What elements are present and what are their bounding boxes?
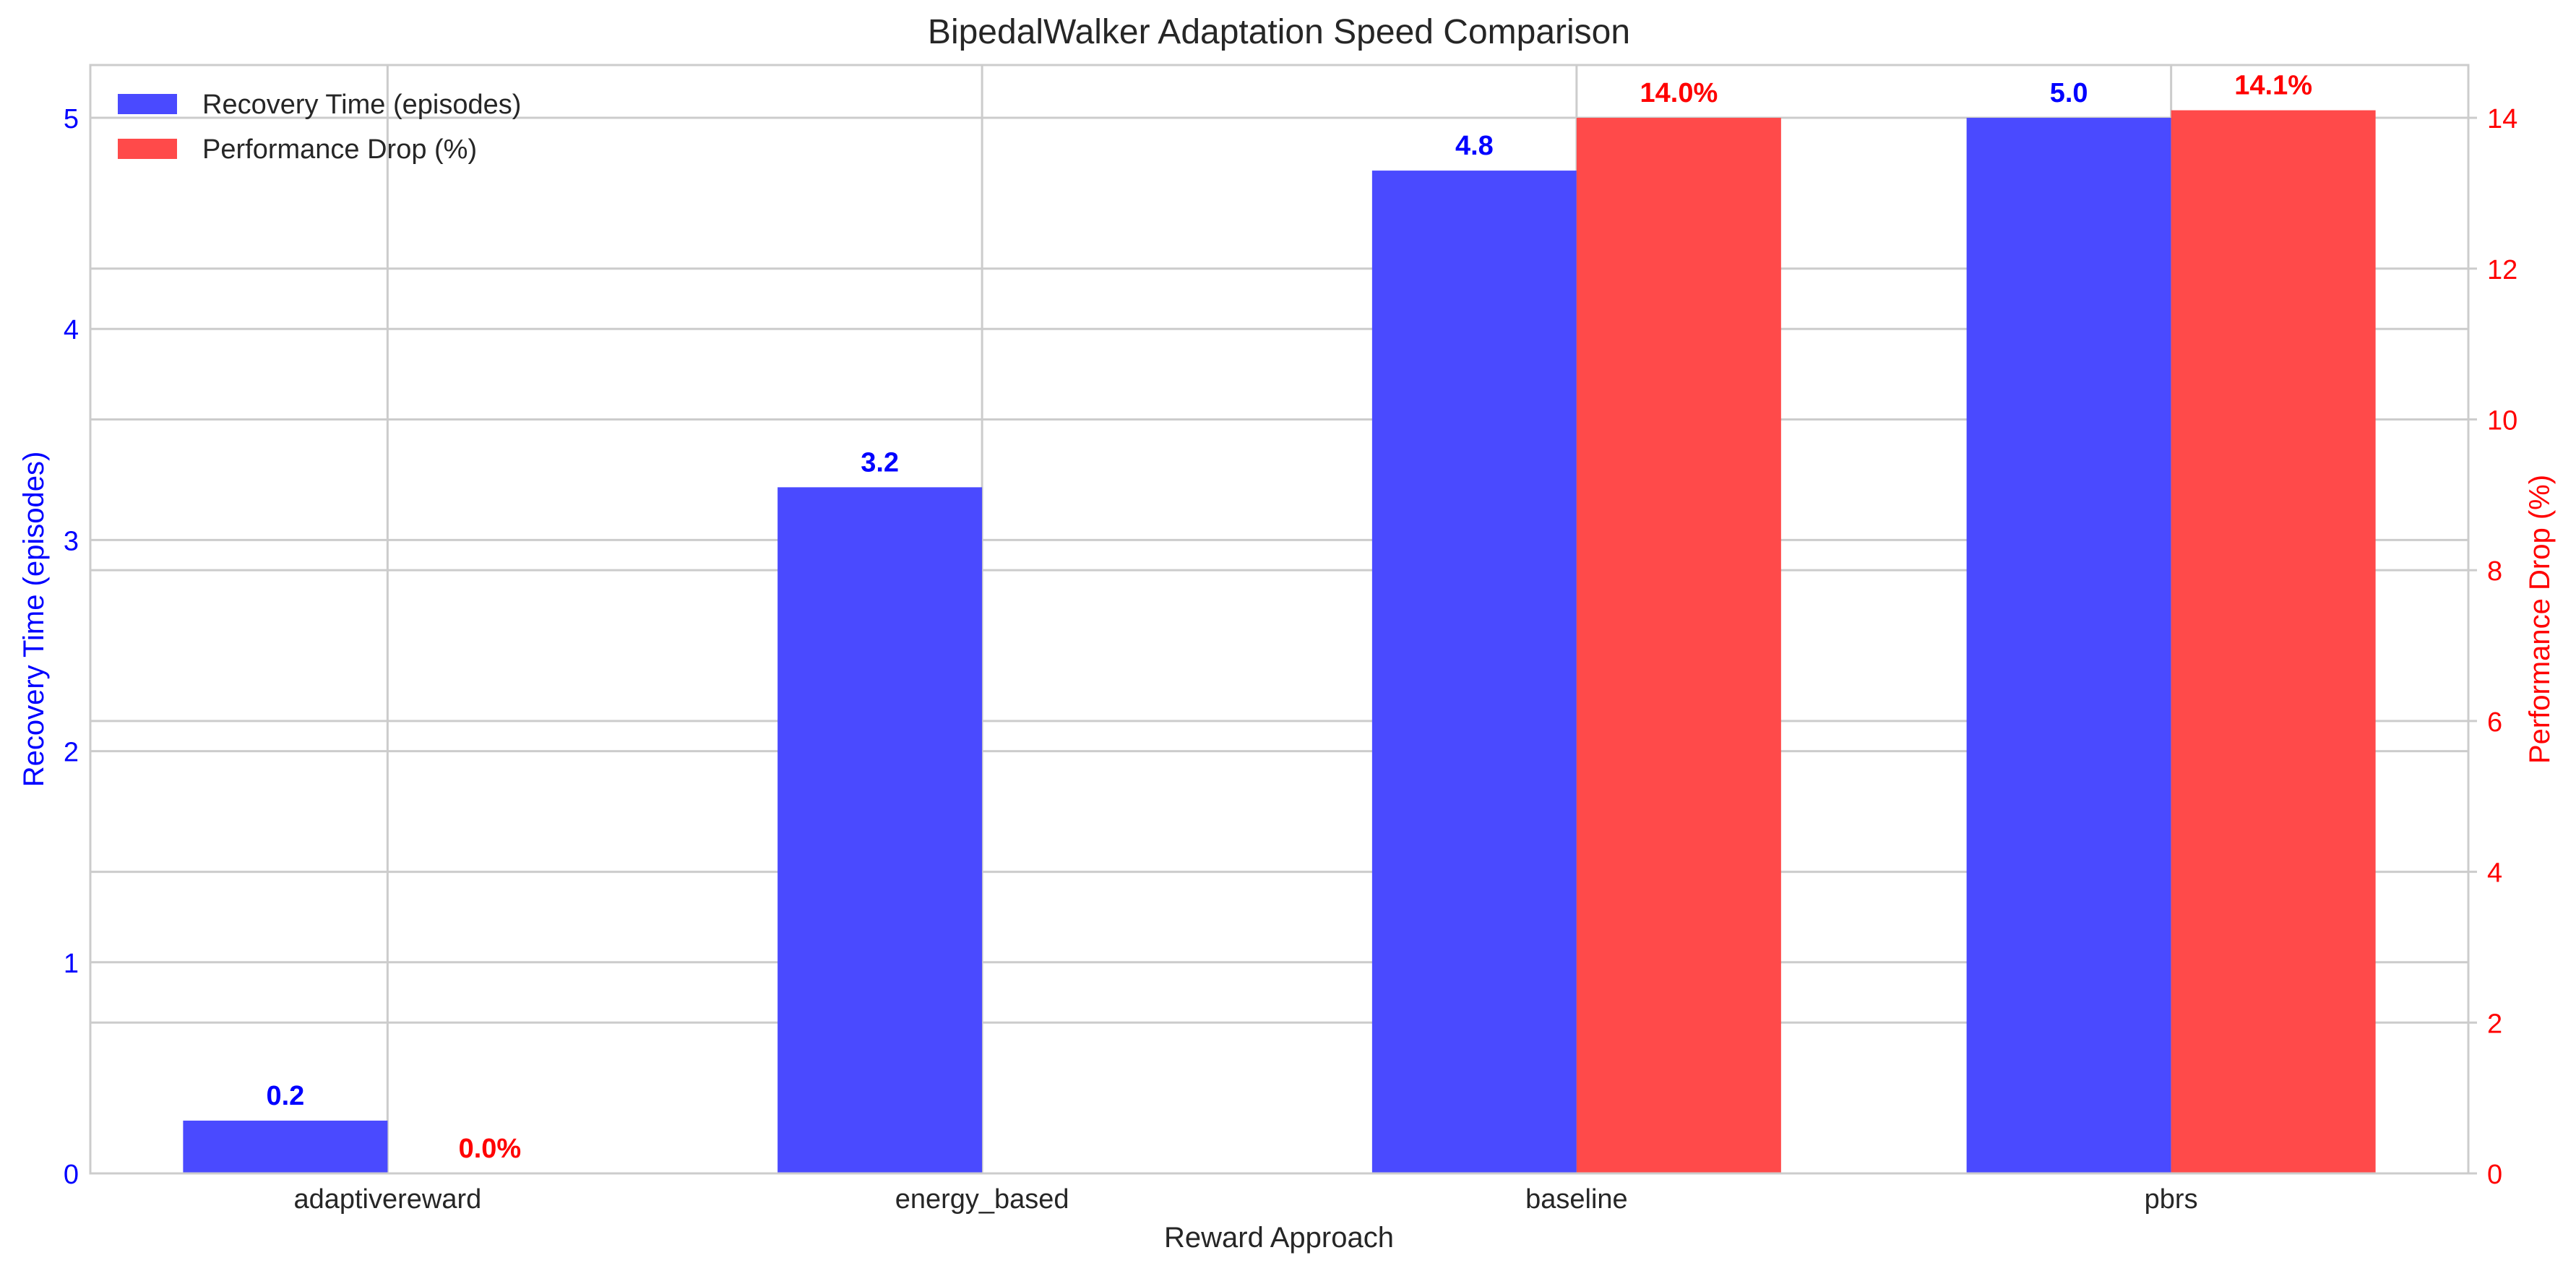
- bar-value-label: 14.0%: [1640, 78, 1718, 108]
- x-tick-label: pbrs: [2145, 1184, 2198, 1215]
- right-tick-label: 14: [2487, 104, 2517, 134]
- bar-value-label: 0.2: [266, 1081, 304, 1111]
- x-tick-label: baseline: [1525, 1184, 1628, 1215]
- bar-value-label: 0.0%: [459, 1134, 522, 1164]
- bar-performance-baseline: [1576, 118, 1781, 1174]
- bar-value-label: 5.0: [2050, 78, 2088, 108]
- left-tick-label: 5: [64, 104, 79, 134]
- bar-value-label: 4.8: [1455, 131, 1494, 161]
- right-tick-label: 4: [2487, 858, 2502, 889]
- plot-frame: [89, 64, 2470, 1175]
- left-tick-label: 1: [64, 949, 79, 979]
- x-axis-label: Reward Approach: [1164, 1222, 1394, 1254]
- right-tick-label: 8: [2487, 556, 2502, 587]
- legend-label-performance: Performance Drop (%): [202, 134, 477, 165]
- right-tick-label: 0: [2487, 1160, 2502, 1190]
- legend-label-recovery: Recovery Time (episodes): [202, 90, 521, 120]
- bar-value-labels: 0.2 3.2 4.8 5.0 0.0% 14.0% 14.1%: [266, 71, 2312, 1164]
- x-tick-label: energy_based: [895, 1184, 1069, 1215]
- left-tick-label: 4: [64, 315, 79, 345]
- right-axis-label: Performance Drop (%): [2524, 475, 2556, 764]
- left-tick-label: 3: [64, 526, 79, 556]
- right-tick-label: 12: [2487, 255, 2517, 285]
- chart-title: BipedalWalker Adaptation Speed Compariso…: [928, 13, 1630, 51]
- left-tick-label: 0: [64, 1160, 79, 1190]
- left-axis-ticks: 0 1 2 3 4 5: [64, 104, 79, 1190]
- bar-recovery-baseline: [1371, 171, 1577, 1174]
- legend-swatch-recovery: [118, 94, 177, 114]
- bar-value-label: 14.1%: [2234, 71, 2312, 101]
- x-tick-label: adaptivereward: [293, 1184, 481, 1215]
- legend: Recovery Time (episodes) Performance Dro…: [118, 90, 521, 165]
- right-tick-label: 6: [2487, 707, 2502, 738]
- bar-performance-pbrs: [2171, 110, 2376, 1173]
- right-tick-label: 10: [2487, 405, 2517, 436]
- right-axis-ticks: 0 2 4 6 8 10 12 14: [2468, 104, 2517, 1190]
- left-axis-label: Recovery Time (episodes): [18, 452, 50, 788]
- bar-recovery-energy_based: [777, 487, 983, 1173]
- legend-swatch-performance: [118, 139, 177, 159]
- bar-recovery-pbrs: [1966, 118, 2171, 1174]
- right-tick-label: 2: [2487, 1009, 2502, 1039]
- x-axis-ticks: adaptivereward energy_based baseline pbrs: [293, 1184, 2197, 1215]
- bar-value-label: 3.2: [861, 447, 899, 478]
- left-tick-label: 2: [64, 738, 79, 768]
- bar-recovery-adaptivereward: [183, 1120, 388, 1173]
- bars: [183, 110, 2376, 1174]
